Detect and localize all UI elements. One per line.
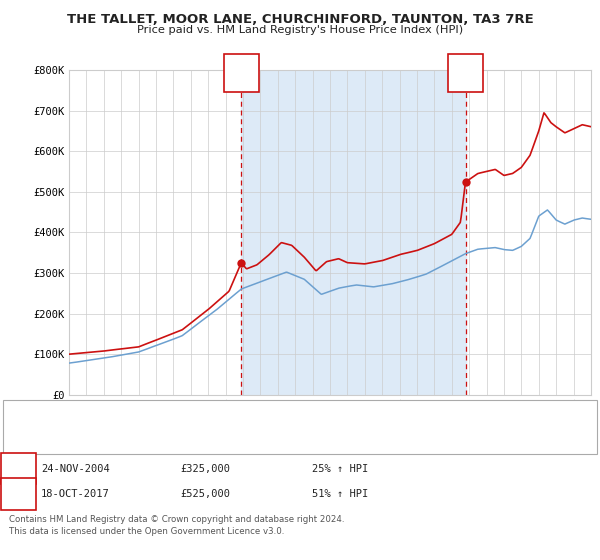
Text: 18-OCT-2017: 18-OCT-2017 [41,489,110,499]
Text: 2: 2 [15,489,22,499]
Text: THE TALLET, MOOR LANE, CHURCHINFORD, TAUNTON, TA3 7RE: THE TALLET, MOOR LANE, CHURCHINFORD, TAU… [67,13,533,26]
Text: 2: 2 [462,68,469,78]
Text: HPI: Average price, detached house, Somerset: HPI: Average price, detached house, Some… [58,432,311,442]
Text: £325,000: £325,000 [180,464,230,474]
Text: 25% ↑ HPI: 25% ↑ HPI [312,464,368,474]
Text: 1: 1 [15,464,22,474]
Text: This data is licensed under the Open Government Licence v3.0.: This data is licensed under the Open Gov… [9,528,284,536]
Text: £525,000: £525,000 [180,489,230,499]
Text: Price paid vs. HM Land Registry's House Price Index (HPI): Price paid vs. HM Land Registry's House … [137,25,463,35]
Text: THE TALLET, MOOR LANE, CHURCHINFORD, TAUNTON, TA3 7RE (detached house): THE TALLET, MOOR LANE, CHURCHINFORD, TAU… [58,410,461,419]
Text: 24-NOV-2004: 24-NOV-2004 [41,464,110,474]
Bar [241,70,466,395]
Text: 1: 1 [238,68,245,78]
Text: 51% ↑ HPI: 51% ↑ HPI [312,489,368,499]
Text: Contains HM Land Registry data © Crown copyright and database right 2024.: Contains HM Land Registry data © Crown c… [9,515,344,524]
